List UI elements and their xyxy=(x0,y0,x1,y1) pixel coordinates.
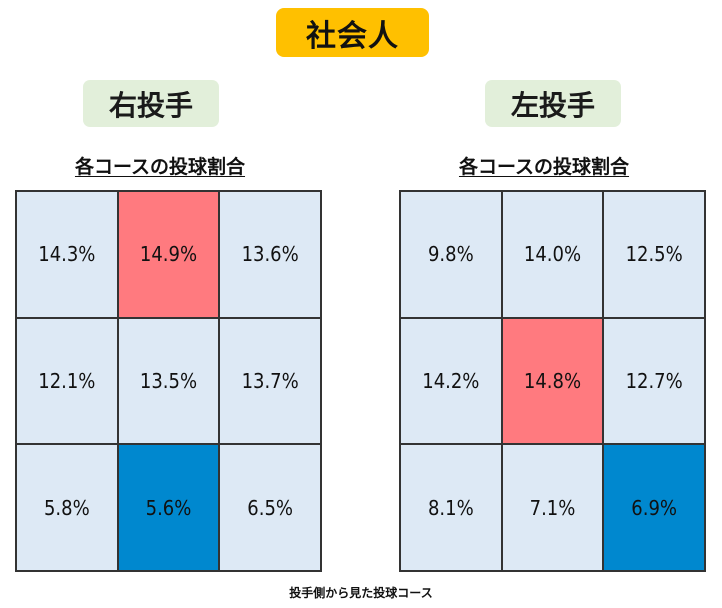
zone-cell: 14.2% xyxy=(400,317,502,445)
zone-cell: 14.0% xyxy=(501,191,604,318)
zone-cell-min: 6.9% xyxy=(603,444,705,571)
zone-cell: 13.7% xyxy=(219,317,321,445)
zone-cell: 14.3% xyxy=(16,191,118,318)
zone-cell: 13.6% xyxy=(219,191,321,318)
zone-cell: 8.1% xyxy=(400,444,502,571)
zone-cell: 12.7% xyxy=(603,317,705,445)
zone-cell: 9.8% xyxy=(400,191,502,318)
zone-cell: 6.5% xyxy=(219,444,321,571)
left-grid-caption: 各コースの投球割合 xyxy=(458,156,630,178)
right-pitcher-grid: 14.3% 14.9% 13.6% 12.1% 13.5% 13.7% 5.8%… xyxy=(15,190,322,572)
left-pitcher-label: 左投手 xyxy=(485,80,621,127)
zone-cell: 5.8% xyxy=(16,444,118,571)
zone-cell: 13.5% xyxy=(117,317,220,445)
zone-cell-max: 14.9% xyxy=(117,191,220,318)
right-pitcher-label: 右投手 xyxy=(83,80,219,127)
title-badge: 社会人 xyxy=(276,8,429,57)
zone-cell: 12.1% xyxy=(16,317,118,445)
footer-note: 投手側から見た投球コース xyxy=(289,586,433,600)
right-grid-caption: 各コースの投球割合 xyxy=(74,156,246,178)
zone-cell: 12.5% xyxy=(603,191,705,318)
zone-cell-max: 14.8% xyxy=(501,317,604,445)
zone-cell: 7.1% xyxy=(501,444,604,571)
zone-cell-min: 5.6% xyxy=(117,444,220,571)
left-pitcher-grid: 9.8% 14.0% 12.5% 14.2% 14.8% 12.7% 8.1% … xyxy=(399,190,706,572)
